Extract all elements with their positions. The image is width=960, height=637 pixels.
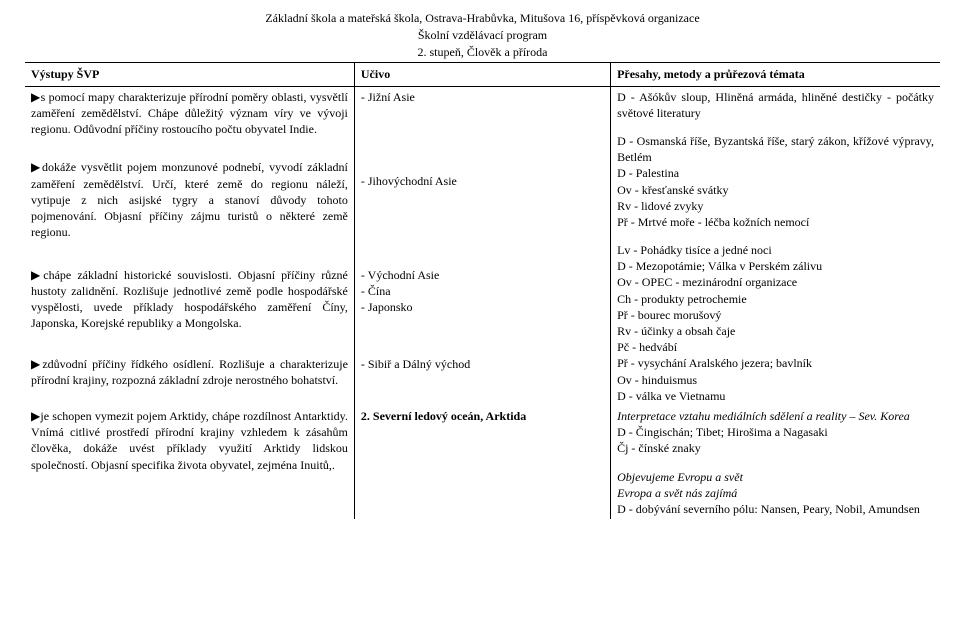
- overlap-item: Objevujeme Evropu a svět: [617, 469, 934, 485]
- overlap-item: Interpretace vztahu mediálních sdělení a…: [617, 408, 934, 424]
- curriculum-cell: - Východní Asie - Čína - Japonsko: [354, 265, 610, 354]
- outputs-cell: ▶dokáže vysvětlit pojem monzunové podneb…: [25, 157, 354, 264]
- overlap-item: D - Palestina: [617, 165, 934, 181]
- overlap-item: Pč - hedvábí: [617, 339, 934, 355]
- overlap-item: Př - bourec morušový: [617, 307, 934, 323]
- overlap-item: D - Čingischán; Tibet; Hirošima a Nagasa…: [617, 424, 934, 440]
- outputs-cell: ▶je schopen vymezit pojem Arktidy, chápe…: [25, 406, 354, 519]
- outputs-cell: ▶s pomocí mapy charakterizuje přírodní p…: [25, 86, 354, 157]
- output-item: ▶zdůvodní příčiny řídkého osídlení. Rozl…: [31, 356, 348, 388]
- overlap-item: Ch - produkty petrochemie: [617, 291, 934, 307]
- header-line-2: Školní vzdělávací program: [25, 27, 940, 44]
- overlap-item: D - Mezopotámie; Válka v Perském zálivu: [617, 258, 934, 274]
- output-item: ▶je schopen vymezit pojem Arktidy, chápe…: [31, 408, 348, 473]
- outputs-cell: ▶zdůvodní příčiny řídkého osídlení. Rozl…: [25, 354, 354, 406]
- overlap-item: D - Osmanská říše, Byzantská říše, starý…: [617, 133, 934, 165]
- overlap-item: D - Ašókův sloup, Hliněná armáda, hliněn…: [617, 89, 934, 121]
- overlap-item: Př - Mrtvé moře - léčba kožních nemocí: [617, 214, 934, 230]
- header-line-3: 2. stupeň, Člověk a příroda: [25, 44, 940, 61]
- outputs-cell: ▶chápe základní historické souvislosti. …: [25, 265, 354, 354]
- overlap-item: Ov - hinduismus: [617, 372, 934, 388]
- document-page: Základní škola a mateřská škola, Ostrava…: [0, 0, 960, 539]
- table-row: ▶je schopen vymezit pojem Arktidy, chápe…: [25, 406, 940, 519]
- overlap-item: Lv - Pohádky tisíce a jedné noci: [617, 242, 934, 258]
- curriculum-table: Výstupy ŠVP Učivo Přesahy, metody a průř…: [25, 62, 940, 519]
- col-heading-curriculum: Učivo: [354, 63, 610, 86]
- col-heading-overlaps: Přesahy, metody a průřezová témata: [611, 63, 940, 86]
- curriculum-cell: 2. Severní ledový oceán, Arktida: [354, 406, 610, 519]
- curriculum-item: - Jižní Asie: [361, 89, 604, 105]
- overlap-item: Ov - křesťanské svátky: [617, 182, 934, 198]
- output-item: ▶s pomocí mapy charakterizuje přírodní p…: [31, 89, 348, 138]
- output-item: ▶chápe základní historické souvislosti. …: [31, 267, 348, 332]
- overlap-item: Čj - čínské znaky: [617, 440, 934, 456]
- overlap-item: Rv - lidové zvyky: [617, 198, 934, 214]
- overlap-item: Př - vysychání Aralského jezera; bavlník: [617, 355, 934, 371]
- overlap-item: Ov - OPEC - mezinárodní organizace: [617, 274, 934, 290]
- curriculum-item: - Východní Asie: [361, 267, 604, 283]
- table-row: ▶s pomocí mapy charakterizuje přírodní p…: [25, 86, 940, 157]
- table-header-row: Výstupy ŠVP Učivo Přesahy, metody a průř…: [25, 63, 940, 86]
- curriculum-cell: - Sibiř a Dálný východ: [354, 354, 610, 406]
- curriculum-item: - Čína: [361, 283, 604, 299]
- curriculum-section: 2. Severní ledový oceán, Arktida: [361, 408, 604, 424]
- overlaps-cell: D - Ašókův sloup, Hliněná armáda, hliněn…: [611, 86, 940, 406]
- overlap-item: D - dobývání severního pólu: Nansen, Pea…: [617, 501, 934, 517]
- overlap-item: Rv - účinky a obsah čaje: [617, 323, 934, 339]
- output-item: ▶dokáže vysvětlit pojem monzunové podneb…: [31, 159, 348, 240]
- curriculum-item: - Sibiř a Dálný východ: [361, 356, 604, 372]
- curriculum-cell: - Jihovýchodní Asie: [354, 157, 610, 264]
- overlap-item: Evropa a svět nás zajímá: [617, 485, 934, 501]
- col-heading-outputs: Výstupy ŠVP: [25, 63, 354, 86]
- header-line-1: Základní škola a mateřská škola, Ostrava…: [25, 10, 940, 27]
- curriculum-item: - Jihovýchodní Asie: [361, 173, 604, 189]
- page-header: Základní škola a mateřská škola, Ostrava…: [25, 10, 940, 60]
- curriculum-item: - Japonsko: [361, 299, 604, 315]
- curriculum-cell: - Jižní Asie: [354, 86, 610, 157]
- overlap-item: D - válka ve Vietnamu: [617, 388, 934, 404]
- overlaps-cell: Interpretace vztahu mediálních sdělení a…: [611, 406, 940, 519]
